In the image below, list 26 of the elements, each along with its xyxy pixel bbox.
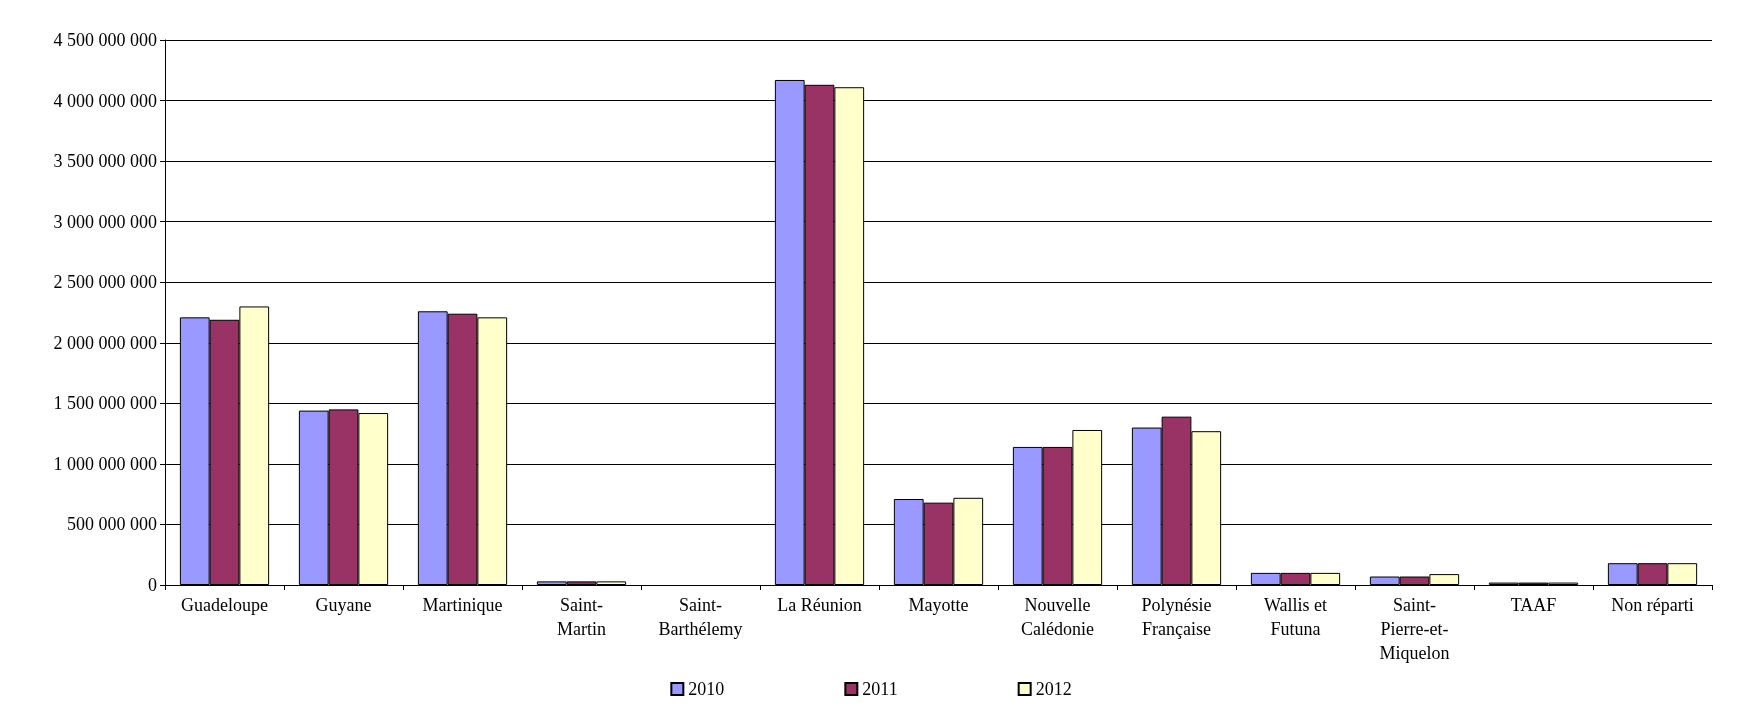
y-tick-label: 1 500 000 000: [53, 393, 157, 414]
y-tick-label: 500 000 000: [67, 514, 157, 535]
y-tick-label: 2 000 000 000: [53, 332, 157, 353]
x-tick-label: Non réparti: [1611, 595, 1694, 615]
x-tick-label: Saint-Barthélemy: [658, 595, 743, 639]
x-tick-label: TAAF: [1510, 595, 1557, 615]
x-tick-label: Guyane: [315, 595, 372, 615]
x-tick-label: Martinique: [422, 595, 503, 615]
legend-label: 2010: [688, 679, 725, 699]
x-tick-label: La Réunion: [777, 595, 862, 615]
y-tick-label: 0: [148, 575, 157, 595]
x-tick-label: Saint-Martin: [557, 595, 606, 639]
legend-label: 2012: [1035, 679, 1072, 699]
x-tick-label: Mayotte: [908, 595, 969, 615]
y-tick-label: 3 500 000 000: [53, 151, 157, 172]
x-tick-label: Guadeloupe: [181, 595, 268, 615]
legend-label: 2011: [862, 679, 898, 699]
y-tick-label: 3 000 000 000: [53, 211, 157, 232]
y-tick-label: 4 000 000 000: [53, 90, 157, 111]
x-tick-label: Nouvelle Calédonie: [1021, 595, 1094, 639]
y-tick-label: 2 500 000 000: [53, 272, 157, 293]
y-tick-label: 1 000 000 000: [53, 453, 157, 474]
x-tick-label: Wallis et Futuna: [1263, 595, 1328, 639]
x-tick-label: Saint-Pierre-et-Miquelon: [1379, 595, 1450, 663]
x-tick-label: Polynésie Française: [1141, 595, 1212, 639]
y-tick-label: 4 500 000 000: [53, 30, 157, 50]
